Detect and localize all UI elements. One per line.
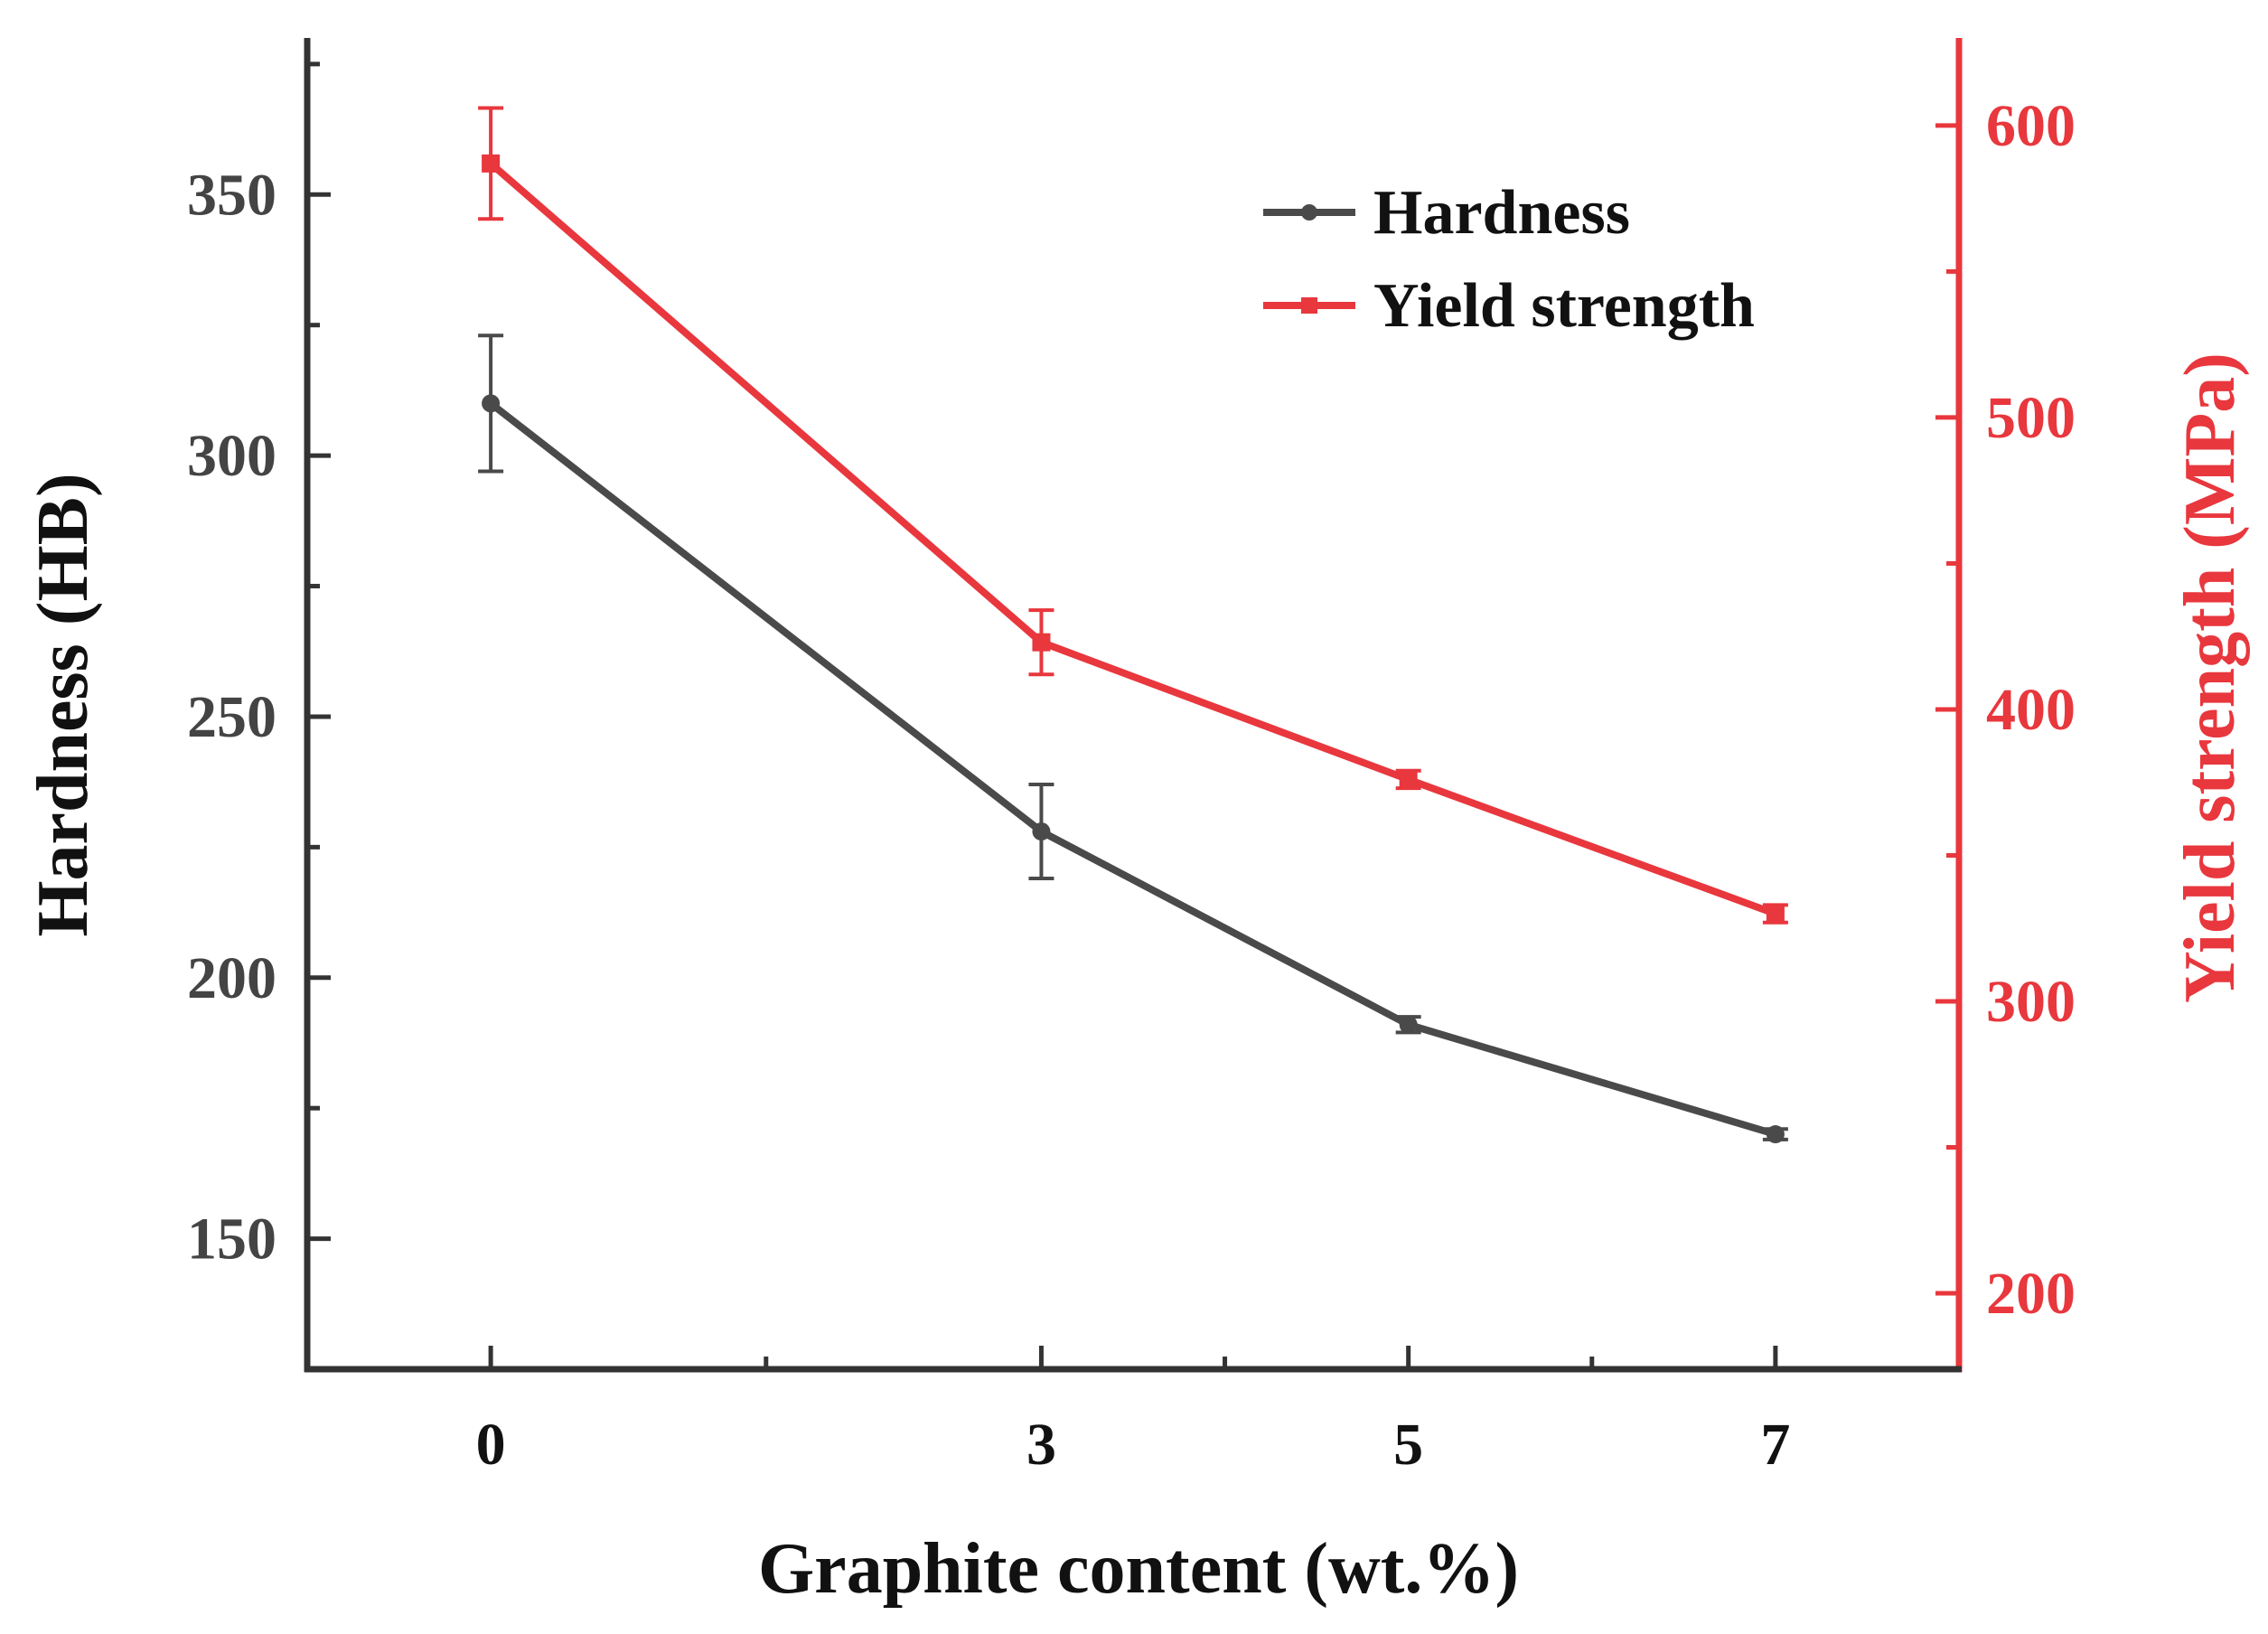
left-axis: 150 200 250 300 350 [187,38,331,1372]
data-point-yield-strength [1399,770,1418,789]
right-tick-label: 200 [1986,1261,2076,1327]
data-point-yield-strength [482,154,501,173]
legend-entry-hardness: Hardness [1263,178,1630,248]
legend-label-hardness: Hardness [1373,178,1630,248]
left-tick-label: 150 [187,1207,276,1272]
data-point-hardness [1766,1125,1785,1144]
series-line-yield-strength [488,160,1777,917]
bottom-axis: 0 3 5 7 [305,1346,1962,1478]
right-tick-label: 400 [1986,677,2076,743]
legend-label-yield-strength: Yield strength [1373,271,1755,341]
legend-marker-hardness [1301,204,1317,221]
legend: Hardness Yield strength [1263,178,1755,341]
right-tick-label: 600 [1986,93,2076,159]
left-tick-label: 350 [187,162,276,228]
x-axis-title: Graphite content (wt.%) [758,1529,1519,1609]
y2-axis-title: Yield strength (MPa) [2170,352,2250,1003]
right-tick-label: 300 [1986,969,2076,1035]
series-yield-strength [478,106,1788,925]
bottom-tick-label: 3 [1026,1412,1056,1478]
left-tick-label: 250 [187,684,276,750]
legend-marker-yield-strength [1301,297,1317,314]
series-hardness [478,333,1788,1144]
y-axis-title: Hardness (HB) [23,473,103,936]
data-point-yield-strength [1766,905,1785,924]
data-point-hardness [482,394,501,413]
left-tick-label: 300 [187,423,276,489]
legend-entry-yield-strength: Yield strength [1263,271,1755,341]
bottom-tick-label: 5 [1393,1412,1423,1478]
data-point-yield-strength [1032,633,1051,652]
left-tick-label: 200 [187,945,276,1011]
series-layer [478,106,1788,1144]
right-tick-label: 500 [1986,385,2076,451]
data-point-hardness [1399,1015,1418,1034]
bottom-tick-label: 0 [476,1412,506,1478]
data-point-hardness [1032,822,1051,841]
bottom-tick-label: 7 [1760,1412,1790,1478]
series-line-hardness [488,400,1777,1138]
right-axis: 200 300 400 500 600 [1935,38,2076,1372]
